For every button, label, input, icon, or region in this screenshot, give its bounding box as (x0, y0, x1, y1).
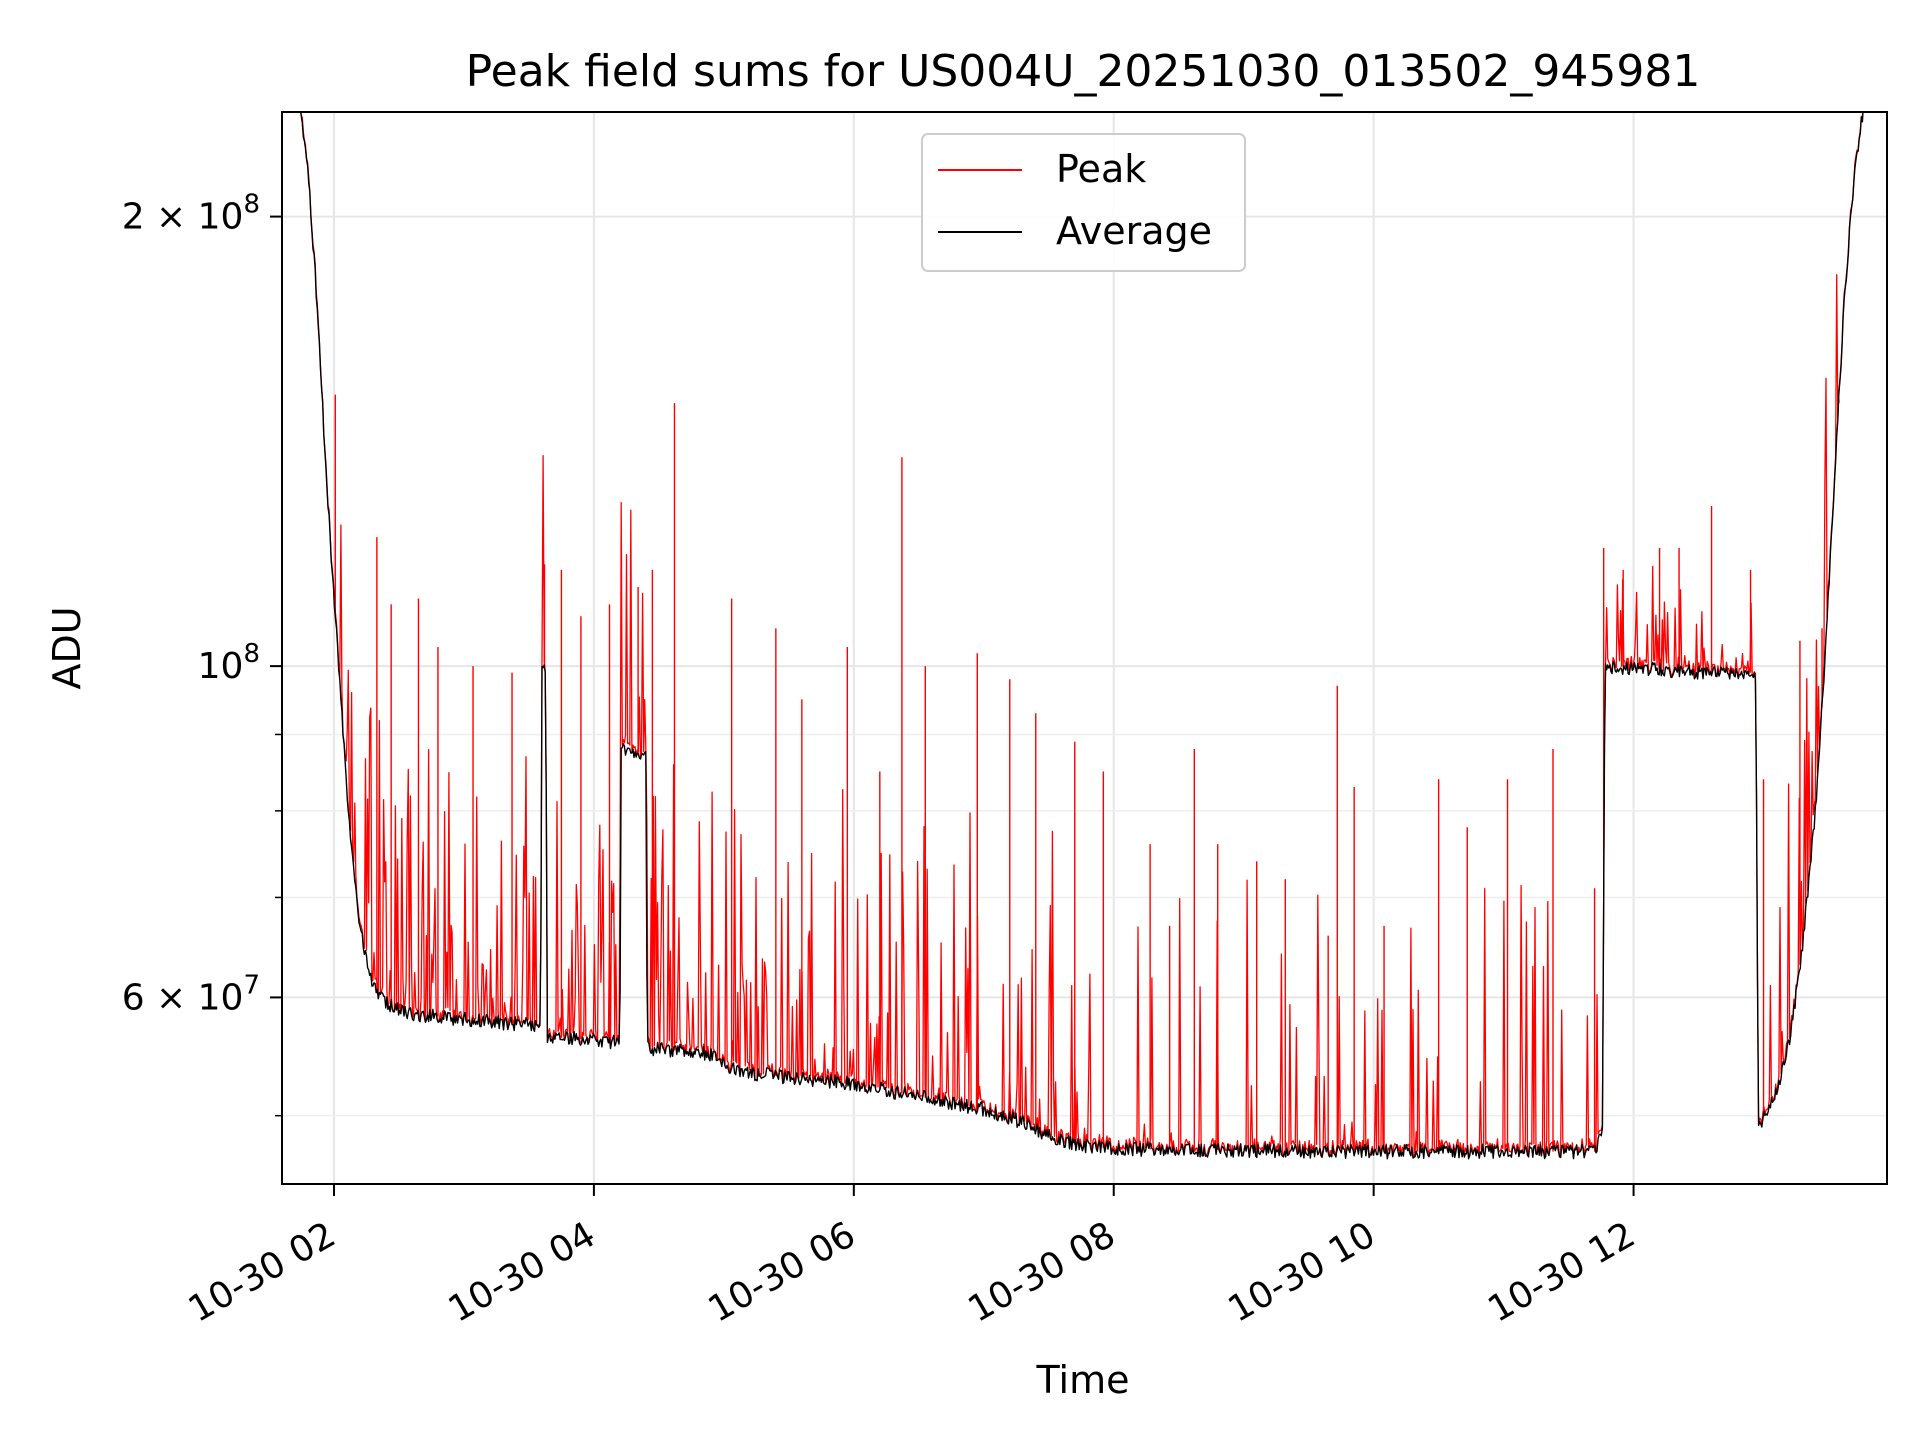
plot-area-frame (281, 111, 1888, 1185)
legend-label-peak: Peak (1056, 147, 1146, 191)
legend-label-average: Average (1056, 209, 1212, 253)
peak-series-line (300, 112, 1864, 1159)
y-tick-label: 6 × 107 (122, 970, 260, 1018)
y-tick-label: 2 × 108 (122, 190, 260, 238)
average-series-line (299, 112, 1864, 1160)
y-tick-label: 108 (198, 639, 260, 687)
y-axis-label: ADU (45, 606, 89, 689)
legend[interactable]: Peak Average (921, 133, 1246, 272)
peak-highlight-spikes (334, 394, 1840, 1152)
series-layer (299, 112, 1864, 1160)
chart-title: Peak field sums for US004U_20251030_0135… (466, 46, 1701, 97)
grid-layer (282, 112, 1887, 1184)
x-axis-label: Time (1036, 1358, 1130, 1402)
legend-box (921, 133, 1246, 272)
